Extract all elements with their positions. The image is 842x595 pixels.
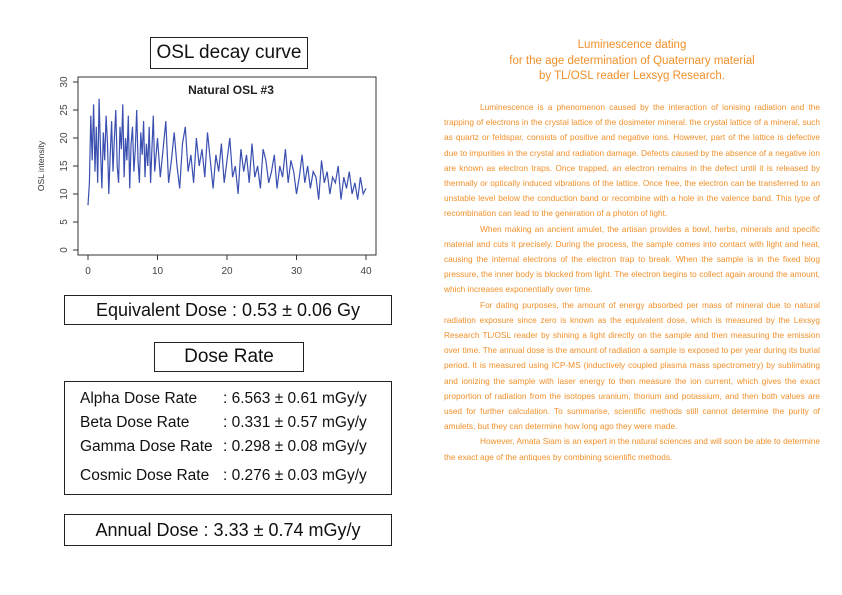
rate-label: Beta Dose Rate [80, 414, 190, 431]
rate-label: Gamma Dose Rate [80, 438, 213, 455]
y-tick-label: 0 [59, 247, 70, 253]
y-tick-label: 30 [59, 76, 70, 88]
y-tick-label: 20 [59, 132, 70, 144]
axis-ticks: 0 10 20 30 40 0 5 10 15 20 25 30 [59, 76, 372, 277]
rate-value: : 6.563 ± 0.61 mGy/y [223, 390, 367, 407]
x-tick-label: 40 [360, 266, 372, 277]
osl-decay-curve-title: OSL decay curve [150, 37, 308, 69]
osl-title-text: OSL decay curve [156, 42, 302, 63]
plot-frame [77, 76, 377, 256]
dose-rates-table: Alpha Dose Rate : 6.563 ± 0.61 mGy/y Beta… [64, 381, 392, 495]
dose-rate-title-text: Dose Rate [184, 346, 274, 367]
article-title: Luminescence dating for the age determin… [466, 38, 798, 85]
x-tick-label: 10 [152, 266, 164, 277]
y-tick-label: 5 [59, 219, 70, 225]
osl-series-line [87, 98, 367, 206]
dose-rate-row-beta: Beta Dose Rate : 0.331 ± 0.57 mGy/y [80, 414, 367, 432]
rate-value: : 0.298 ± 0.08 mGy/y [223, 438, 367, 455]
article-paragraph: For dating purposes, the amount of energ… [444, 299, 820, 432]
article-body: Luminescence is a phenomenon caused by t… [444, 100, 820, 465]
rate-value: : 0.276 ± 0.03 mGy/y [223, 467, 367, 484]
article-title-line: by TL/OSL reader Lexsyg Research. [538, 70, 725, 82]
dose-rate-title: Dose Rate [154, 342, 304, 372]
rate-value: : 0.331 ± 0.57 mGy/y [223, 414, 367, 431]
article-paragraph: However, Amata Siam is an expert in the … [444, 436, 820, 462]
article-paragraph: When making an ancient amulet, the artis… [444, 223, 820, 295]
annual-dose-text: Annual Dose : 3.33 ± 0.74 mGy/y [95, 519, 361, 540]
article-paragraph: Luminescence is a phenomenon caused by t… [444, 102, 820, 219]
dose-rate-row-alpha: Alpha Dose Rate : 6.563 ± 0.61 mGy/y [80, 390, 367, 408]
x-tick-label: 0 [85, 266, 91, 277]
x-tick-label: 20 [221, 266, 233, 277]
dose-rate-row-cosmic: Cosmic Dose Rate : 0.276 ± 0.03 mGy/y [80, 467, 367, 485]
y-tick-label: 15 [59, 160, 70, 172]
chart-title: Natural OSL #3 [188, 83, 274, 97]
equivalent-dose-text: Equivalent Dose : 0.53 ± 0.06 Gy [95, 299, 361, 320]
equivalent-dose-box: Equivalent Dose : 0.53 ± 0.06 Gy [64, 295, 392, 325]
article-title-line: for the age determination of Quaternary … [509, 54, 755, 67]
rate-label: Alpha Dose Rate [80, 390, 198, 407]
dose-rate-row-gamma: Gamma Dose Rate : 0.298 ± 0.08 mGy/y [80, 438, 367, 456]
osl-chart: Natural OSL #3 OSL intensity 0 10 20 30 40 0 5… [36, 76, 377, 277]
y-axis-label: OSL intensity [36, 140, 46, 191]
annual-dose-box: Annual Dose : 3.33 ± 0.74 mGy/y [64, 514, 392, 546]
x-tick-label: 30 [291, 266, 303, 277]
y-tick-label: 25 [59, 104, 70, 116]
rate-label: Cosmic Dose Rate [80, 467, 210, 484]
article-title-line: Luminescence dating [577, 39, 687, 51]
y-tick-label: 10 [59, 188, 70, 200]
